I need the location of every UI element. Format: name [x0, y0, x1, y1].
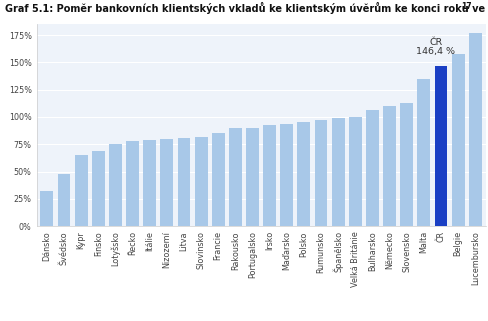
- Bar: [469, 33, 482, 226]
- Text: 17: 17: [461, 2, 472, 11]
- Bar: [109, 144, 122, 226]
- Bar: [229, 128, 242, 226]
- Bar: [332, 118, 345, 226]
- Bar: [41, 191, 53, 226]
- Bar: [126, 141, 139, 226]
- Text: ČR: ČR: [429, 38, 443, 47]
- Bar: [349, 117, 362, 226]
- Bar: [298, 122, 310, 226]
- Bar: [246, 128, 259, 226]
- Bar: [417, 79, 430, 226]
- Bar: [161, 139, 173, 226]
- Bar: [366, 110, 379, 226]
- Bar: [58, 174, 70, 226]
- Bar: [400, 103, 413, 226]
- Bar: [75, 155, 87, 226]
- Bar: [212, 134, 224, 226]
- Bar: [281, 124, 293, 226]
- Bar: [143, 140, 156, 226]
- Bar: [263, 125, 276, 226]
- Bar: [452, 54, 465, 226]
- Bar: [435, 66, 447, 226]
- Text: Graf 5.1: Poměr bankovních klientských vkladů ke klientským úvěrům ke konci roku: Graf 5.1: Poměr bankovních klientských v…: [5, 2, 488, 14]
- Text: 146,4 %: 146,4 %: [416, 47, 455, 56]
- Bar: [315, 120, 327, 226]
- Bar: [195, 137, 207, 226]
- Bar: [92, 151, 105, 226]
- Bar: [383, 106, 396, 226]
- Bar: [178, 138, 190, 226]
